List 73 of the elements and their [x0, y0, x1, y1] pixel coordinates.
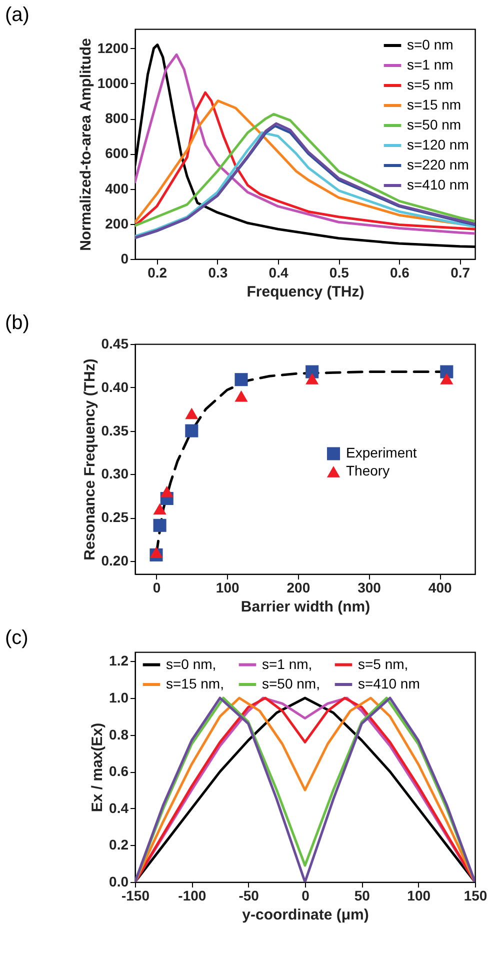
legend-label: s=220 nm: [407, 156, 469, 172]
x-tick-label: 0.4: [268, 264, 288, 280]
legend-label: s=120 nm: [407, 136, 469, 152]
legend-label: Experiment: [346, 444, 417, 461]
x-tick-label: 100: [407, 888, 431, 904]
x-tick-label: 400: [428, 580, 452, 596]
y-tick-label: 0.40: [101, 378, 129, 395]
chart-title: (a): [5, 4, 30, 26]
point: [234, 373, 248, 386]
x-axis-title: y-coordinate (μm): [242, 906, 369, 924]
x-axis-title: Barrier width (nm): [240, 598, 370, 616]
y-tick-label: 1000: [97, 74, 129, 91]
legend-label: Theory: [346, 462, 390, 479]
x-tick-label: 50: [354, 888, 370, 904]
point: [185, 424, 198, 438]
y-axis-title: Ex / max(Ex): [89, 722, 106, 812]
x-tick-label: -50: [238, 888, 260, 904]
legend-label: s=410 nm: [407, 176, 469, 192]
y-axis-title: Resonance Frequency (THz): [81, 358, 98, 560]
x-tick-label: 0.3: [208, 264, 228, 280]
y-tick-label: 0.35: [101, 422, 129, 438]
point: [160, 486, 174, 498]
legend-label: s=50 nm: [407, 116, 462, 132]
y-tick-label: 1.0: [109, 690, 129, 706]
legend-label: s=15 nm: [407, 96, 462, 112]
point: [185, 408, 198, 420]
legend-label: s=1 nm,: [262, 656, 312, 672]
y-tick-label: 1200: [97, 40, 129, 56]
legend-label: s=0 nm,: [166, 656, 216, 672]
chart-title: (b): [5, 312, 30, 334]
x-tick-label: 0.6: [390, 264, 410, 280]
y-tick-label: 0.0: [109, 874, 129, 890]
y-tick-label: 0: [120, 250, 129, 266]
chart-title: (c): [5, 627, 28, 649]
point: [153, 518, 166, 532]
x-tick-label: -100: [178, 888, 206, 904]
y-axis-title: Normalized-to-area Amplitude: [77, 38, 94, 251]
x-tick-label: 100: [216, 580, 240, 596]
legend-label: s=5 nm: [407, 76, 454, 92]
x-tick-label: 150: [464, 888, 488, 904]
y-tick-label: 1.2: [109, 652, 129, 669]
x-axis-title: Frequency (THz): [246, 284, 364, 300]
y-tick-label: 0.4: [109, 800, 129, 816]
x-tick-label: 0.5: [329, 264, 350, 280]
x-tick-label: 0: [302, 888, 310, 904]
legend-label: s=0 nm: [407, 36, 454, 52]
y-tick-label: 800: [105, 110, 129, 126]
legend-label: s=5 nm,: [358, 656, 408, 672]
x-tick-label: 0: [152, 580, 161, 596]
x-tick-label: -150: [121, 888, 150, 904]
y-tick-label: 0.30: [101, 466, 129, 482]
x-tick-label: 300: [358, 580, 382, 596]
y-tick-label: 200: [105, 215, 129, 232]
legend-label: s=1 nm: [407, 56, 454, 72]
x-tick-label: 200: [286, 580, 310, 596]
y-tick-label: 0.20: [101, 552, 129, 568]
x-tick-label: 0.7: [450, 264, 470, 280]
point: [440, 373, 454, 384]
point: [234, 390, 248, 402]
point: [306, 373, 319, 384]
y-tick-label: 0.45: [101, 336, 129, 352]
point: [153, 503, 166, 515]
legend-label: s=50 nm,: [262, 676, 320, 692]
y-tick-label: 0.6: [109, 763, 129, 780]
x-tick-label: 0.2: [148, 264, 168, 280]
y-tick-label: 0.8: [109, 726, 129, 742]
legend-label: s=15 nm,: [166, 676, 224, 692]
y-tick-label: 0.2: [109, 836, 129, 853]
y-tick-label: 600: [105, 145, 129, 162]
y-tick-label: 400: [105, 180, 129, 196]
point: [150, 546, 163, 558]
y-tick-label: 0.25: [101, 509, 129, 526]
legend-label: s=410 nm: [358, 676, 420, 692]
